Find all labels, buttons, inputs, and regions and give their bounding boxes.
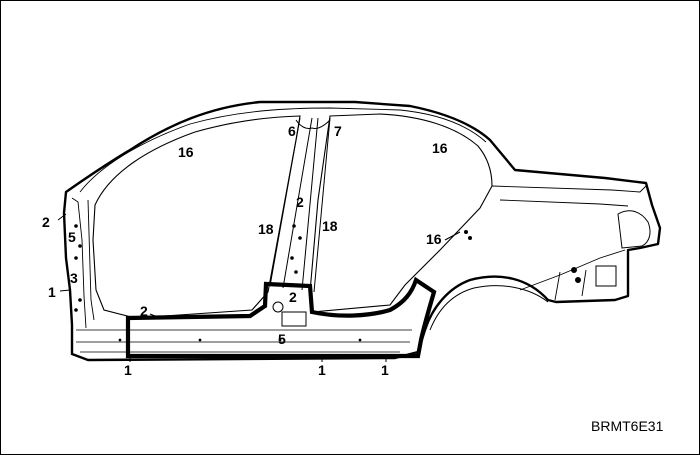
weld-points bbox=[74, 224, 581, 342]
callout-6-pillar: 6 bbox=[288, 123, 296, 139]
front-pillar-panel bbox=[71, 197, 95, 329]
tail-lamp-opening bbox=[617, 210, 651, 249]
callout-18-right: 18 bbox=[322, 218, 338, 234]
rear-door-opening bbox=[309, 113, 493, 313]
rear-quarter-panel bbox=[491, 185, 647, 301]
callout-1-front: 1 bbox=[48, 284, 56, 300]
callout-1-sill-mid: 1 bbox=[318, 362, 326, 378]
callout-1-sill-left: 1 bbox=[124, 362, 132, 378]
callout-16-roof-rear: 16 bbox=[432, 140, 448, 156]
roof-inner-rail bbox=[79, 107, 487, 193]
callout-18-left: 18 bbox=[258, 221, 274, 237]
b-pillar-hole bbox=[272, 301, 284, 313]
b-pillar-base-plate bbox=[281, 311, 307, 327]
rear-wheel-arch bbox=[429, 285, 549, 331]
callout-5-front: 5 bbox=[68, 229, 76, 245]
callout-16-rear-arch: 16 bbox=[426, 231, 442, 247]
callout-1-sill-right: 1 bbox=[381, 362, 389, 378]
b-pillar-top bbox=[295, 119, 331, 129]
callout-2-front-pillar: 2 bbox=[42, 214, 50, 230]
callout-16-roof-front: 16 bbox=[178, 144, 194, 160]
b-pillar-panel bbox=[269, 117, 331, 293]
rocker-panel-lines bbox=[76, 329, 412, 353]
figure-code: BRMT6E31 bbox=[591, 418, 664, 434]
leader-lines bbox=[57, 213, 461, 362]
callout-3-front: 3 bbox=[70, 270, 78, 286]
callout-5-sill: 5 bbox=[278, 331, 286, 347]
rear-quarter-bracket bbox=[595, 265, 617, 287]
callout-2-sill-front: 2 bbox=[140, 303, 148, 319]
body-side-outline bbox=[62, 100, 662, 362]
callout-7-pillar: 7 bbox=[334, 123, 342, 139]
callout-2-b-pillar-base: 2 bbox=[289, 289, 297, 305]
callout-2-b-pillar-mid: 2 bbox=[296, 194, 304, 210]
sill-cut-line bbox=[125, 276, 437, 359]
